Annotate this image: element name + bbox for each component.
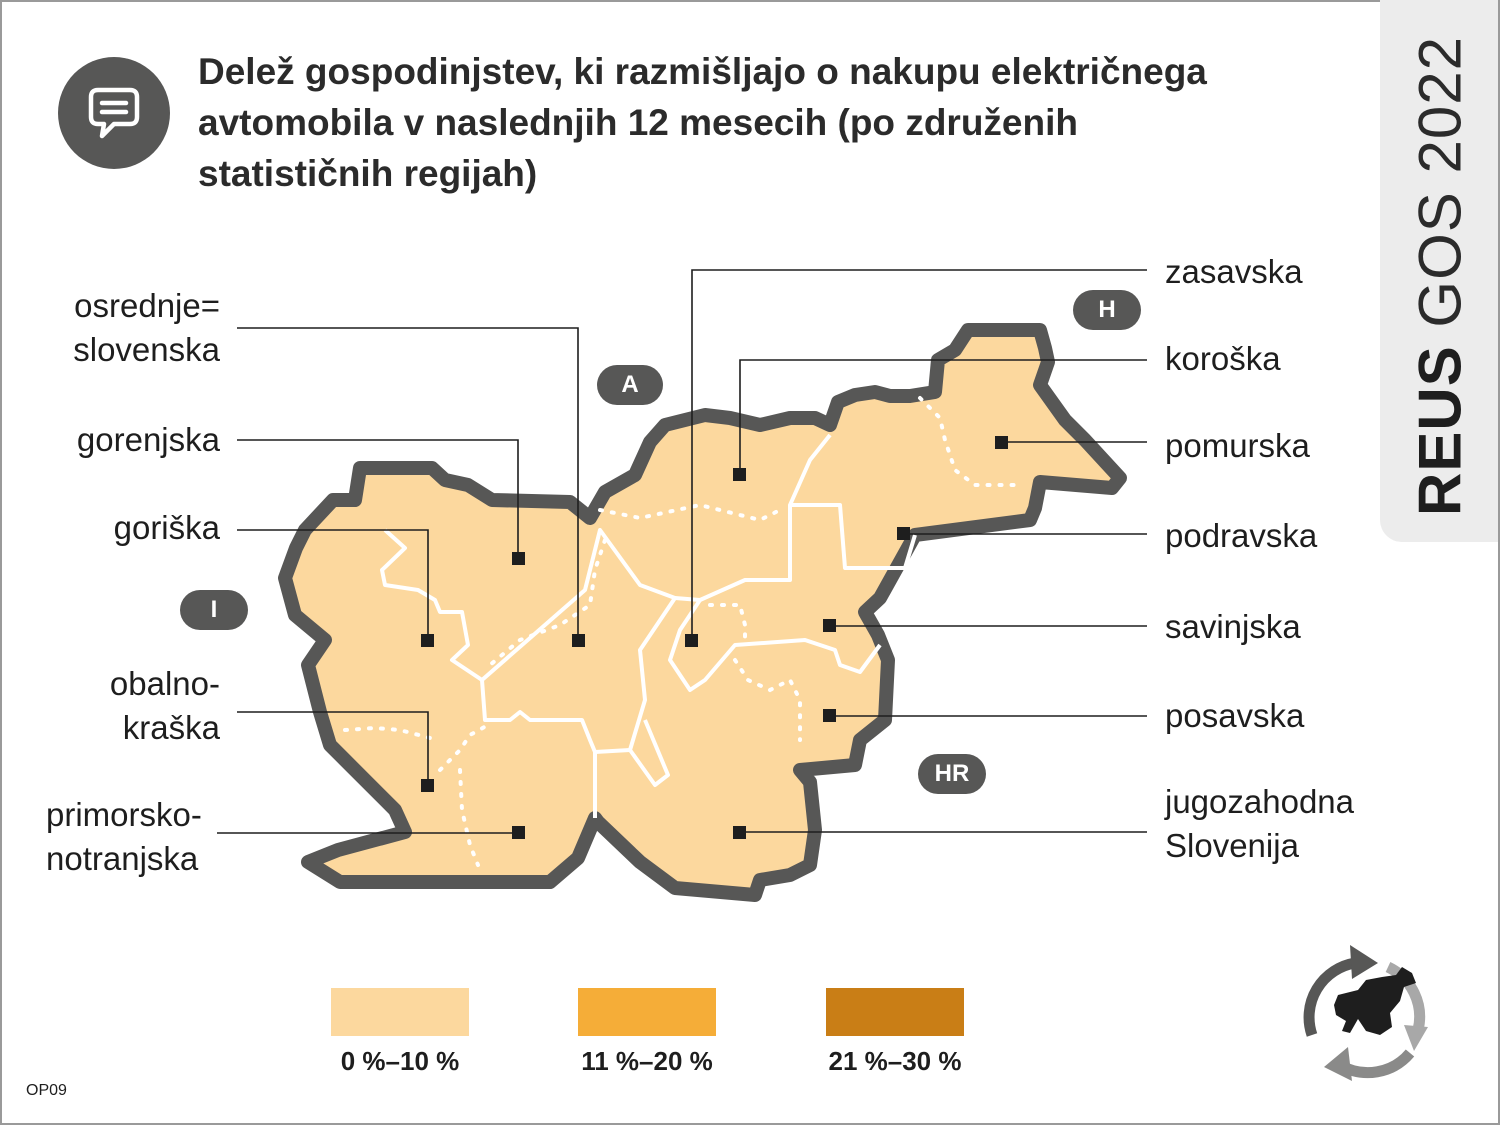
legend-swatch-21-30 (826, 988, 964, 1036)
region-markers (421, 436, 1008, 839)
region-label-obalno-kraska-line2: kraška (122, 709, 220, 746)
region-label-osrednjeslovenska: osrednje= slovenska (20, 284, 220, 372)
country-badge-croatia: HR (918, 754, 986, 794)
marker-gorenjska (512, 552, 525, 565)
region-label-pomurska: pomurska (1165, 427, 1310, 464)
leader-goriska (237, 529, 429, 640)
region-label-jugozahodna-line1: jugozahodna (1165, 783, 1355, 820)
region-label-primorsko-notranjska: primorsko- notranjska (46, 793, 202, 881)
subregion-dotted-borders (343, 396, 1017, 867)
marker-pomurska (995, 436, 1008, 449)
region-label-obalno-kraska-line1: obalno- (109, 665, 220, 702)
region-label-zasavska: zasavska (1165, 253, 1303, 290)
legend-label-11-20: 11 %–20 % (581, 1046, 713, 1076)
leader-obalno-kraska (237, 711, 429, 785)
leader-osrednjeslovenska (237, 327, 579, 640)
marker-osrednjeslovenska (572, 634, 585, 647)
legend-swatch-0-10 (331, 988, 469, 1036)
slovenia-silhouette-icon (1334, 967, 1416, 1035)
region-label-obalno-kraska: obalno- kraška (20, 662, 220, 750)
region-label-osrednjeslovenska-line2: slovenska (73, 331, 220, 368)
legend-label-0-10: 0 %–10 % (340, 1046, 460, 1076)
marker-goriska (421, 634, 434, 647)
legend-swatch-11-20 (578, 988, 716, 1036)
side-tab (1380, 0, 1498, 542)
region-label-jugozahodna: jugozahodna Slovenija (1165, 780, 1354, 868)
marker-koroska (733, 468, 746, 481)
marker-podravska (897, 527, 910, 540)
region-label-goriska: goriška (113, 509, 220, 546)
leader-koroska (739, 359, 1147, 475)
marker-savinjska (823, 619, 836, 632)
country-badge-hungary: H (1073, 290, 1141, 330)
title-line-3: statističnih regijah) (198, 153, 538, 194)
region-label-koroska: koroška (1165, 340, 1281, 377)
chart-title: Delež gospodinjstev, ki razmišljajo o na… (198, 46, 1318, 199)
region-label-podravska: podravska (1165, 517, 1318, 554)
region-label-posavska: posavska (1165, 697, 1305, 734)
region-borders (380, 433, 917, 818)
region-label-jugozahodna-line2: Slovenija (1165, 827, 1299, 864)
region-label-savinjska: savinjska (1165, 608, 1301, 645)
title-line-2: avtomobila v naslednjih 12 mesecih (po z… (198, 102, 1078, 143)
chat-bubble-icon (58, 57, 170, 169)
leader-lines (217, 269, 1147, 834)
marker-jugozahodna (733, 826, 746, 839)
leader-zasavska (691, 269, 1147, 640)
country-badge-austria: A (597, 365, 663, 405)
region-label-gorenjska: gorenjska (76, 421, 220, 458)
marker-primorsko-notranjska (512, 826, 525, 839)
marker-posavska (823, 709, 836, 722)
marker-zasavska (685, 634, 698, 647)
country-badge-italy: I (180, 590, 248, 630)
region-label-osrednjeslovenska-line1: osrednje= (74, 287, 220, 324)
title-line-1: Delež gospodinjstev, ki razmišljajo o na… (198, 51, 1207, 92)
region-label-primorsko-notranjska-line2: notranjska (46, 840, 199, 877)
legend-label-21-30: 21 %–30 % (828, 1046, 962, 1076)
region-label-primorsko-notranjska-line1: primorsko- (46, 796, 202, 833)
recycle-slovenia-logo (1303, 945, 1428, 1081)
marker-obalno-kraska (421, 779, 434, 792)
leader-gorenjska (237, 439, 519, 558)
slovenia-outline (278, 323, 1127, 902)
figure-code: OP09 (26, 1082, 67, 1099)
